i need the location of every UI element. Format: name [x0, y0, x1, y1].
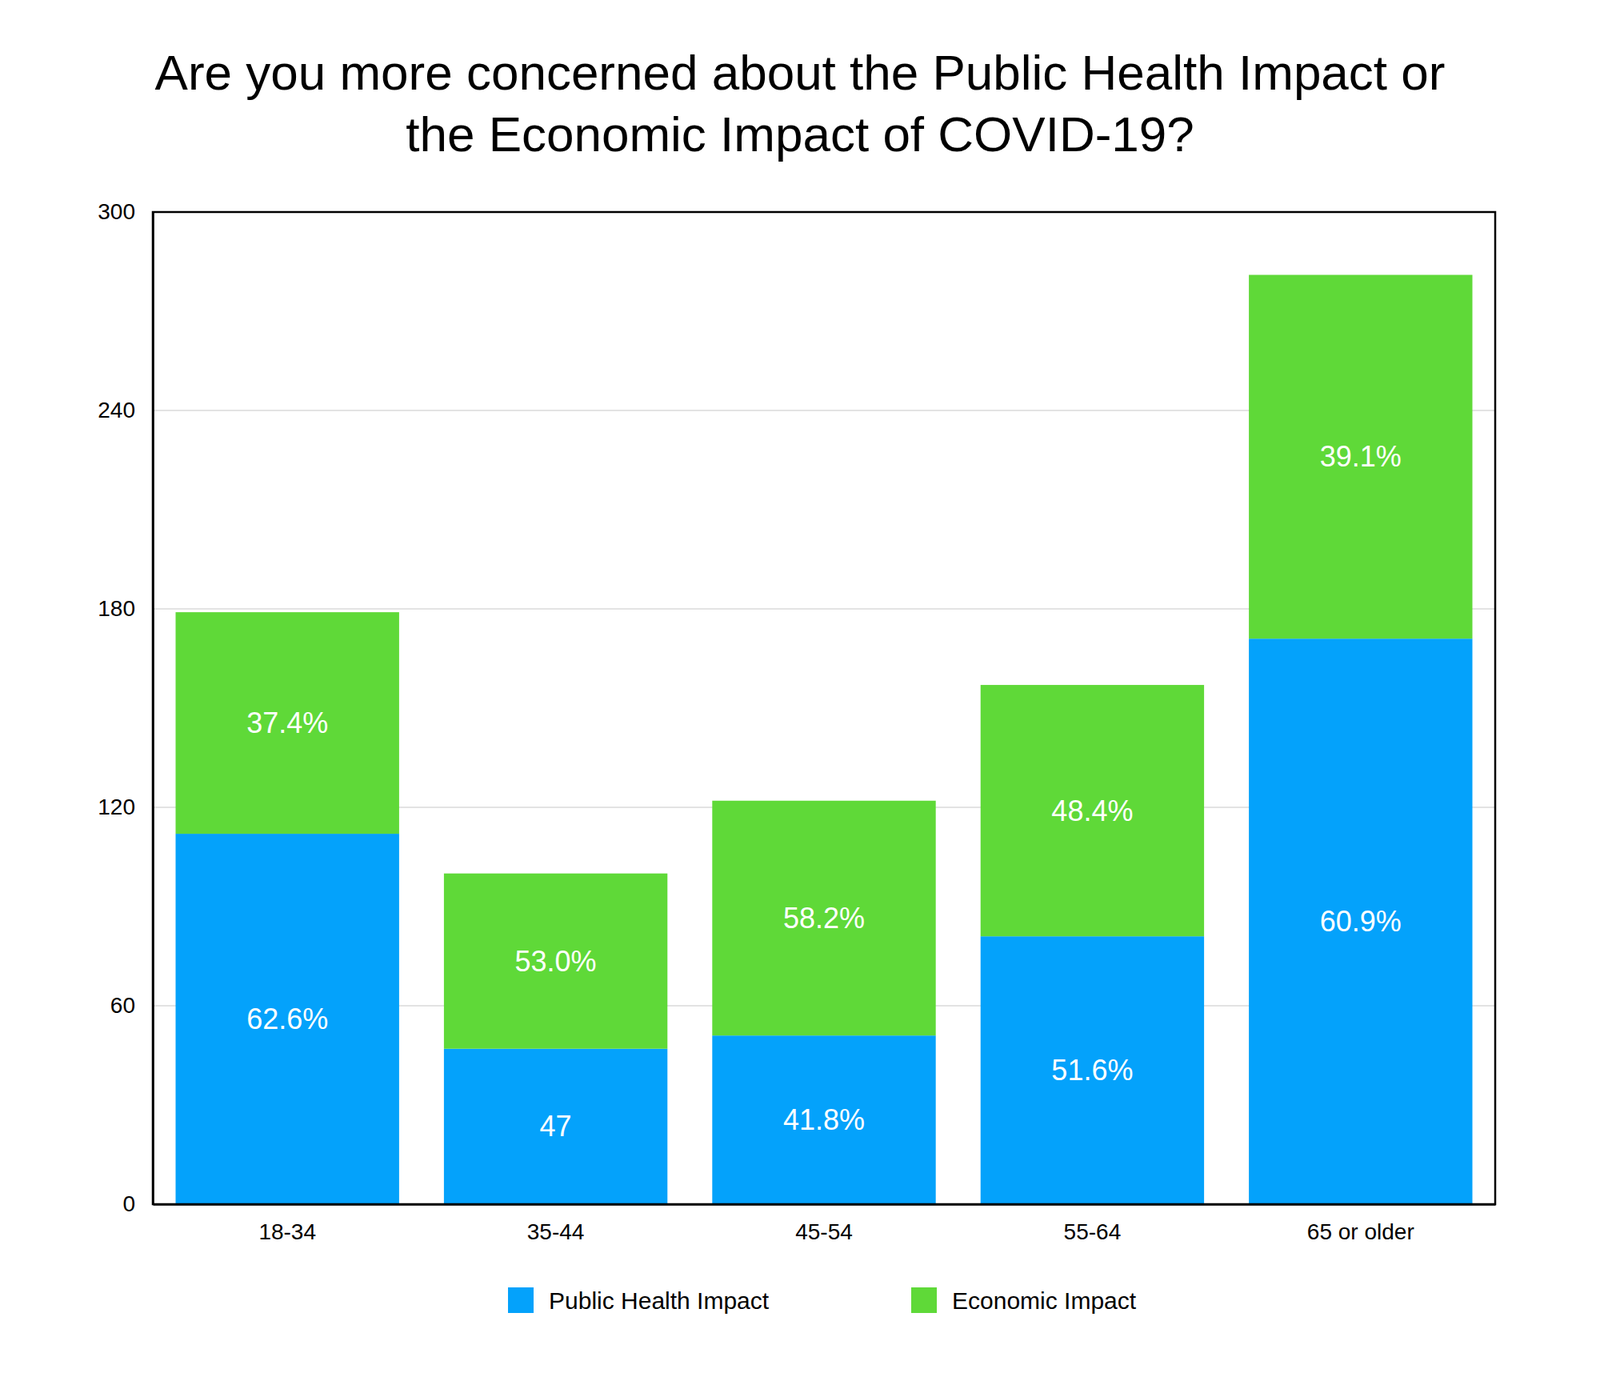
data-label: 58.2% [783, 901, 865, 935]
y-tick: 0 [122, 1191, 153, 1216]
legend-label: Economic Impact [952, 1287, 1137, 1314]
y-tick-label: 60 [110, 992, 136, 1018]
y-tick: 60 [110, 992, 153, 1018]
bars [176, 275, 1473, 1204]
x-tick-label: 45-54 [795, 1219, 853, 1244]
data-label: 51.6% [1051, 1053, 1133, 1087]
bar [176, 612, 400, 834]
bar [444, 873, 668, 1049]
x-tick: 35-44 [527, 1204, 585, 1244]
data-label: 53.0% [515, 944, 597, 978]
y-tick-label: 180 [97, 596, 136, 621]
y-tick: 240 [97, 397, 153, 423]
legend-label: Public Health Impact [548, 1287, 770, 1314]
data-label: 62.6% [246, 1002, 328, 1036]
data-label: 37.4% [246, 706, 328, 740]
data-label: 39.1% [1320, 440, 1402, 473]
bar [1248, 638, 1472, 1204]
bar [1248, 275, 1472, 640]
y-axis-line [152, 212, 155, 1205]
bar [176, 833, 400, 1204]
x-tick-label: 55-64 [1064, 1219, 1122, 1244]
y-tick-label: 0 [122, 1191, 136, 1216]
bar [712, 1035, 936, 1204]
data-label: 47 [540, 1109, 572, 1143]
legend-item: Economic Impact [911, 1287, 1137, 1314]
bar [980, 936, 1204, 1204]
x-tick: 55-64 [1064, 1204, 1122, 1244]
x-tick: 18-34 [258, 1204, 316, 1244]
data-label: 60.9% [1320, 904, 1402, 938]
title: Are you more concerned about the Public … [155, 44, 1446, 162]
series-bars [176, 275, 1473, 1049]
plot-frame [152, 212, 1496, 1204]
plot: 62.6% 47 41.8% 51.6% 60.9% 37.4% 53.0% 58.2% 48.… [97, 199, 1496, 1244]
title-line: Are you more concerned about the Public … [155, 44, 1446, 100]
x-tick-label: 65 or older [1307, 1219, 1415, 1244]
grid-line [152, 1203, 1496, 1204]
chart: Are you more concerned about the Public … [0, 0, 1600, 1377]
x-tick: 45-54 [795, 1204, 853, 1244]
x-tick-label: 35-44 [527, 1219, 585, 1244]
legend: Public Health Impact Economic Impact [508, 1287, 1137, 1314]
x-axis: 18-34 35-44 45-54 55-64 65 or older [153, 1204, 1496, 1244]
legend-swatch [508, 1287, 534, 1313]
bar [712, 800, 936, 1036]
legend-item: Public Health Impact [508, 1287, 770, 1314]
y-tick: 300 [97, 199, 153, 224]
data-label: 41.8% [783, 1103, 865, 1136]
title-line: the Economic Impact of COVID-19? [405, 106, 1195, 162]
grid [152, 212, 1496, 1204]
y-tick-label: 120 [97, 794, 136, 820]
y-tick-label: 240 [97, 397, 136, 423]
y-axis: 0 60 120 180 240 300 [97, 199, 153, 1216]
y-tick-label: 300 [97, 199, 136, 224]
y-tick: 180 [97, 596, 153, 621]
x-tick-label: 18-34 [258, 1219, 316, 1244]
x-tick: 65 or older [1307, 1204, 1415, 1244]
data-label: 48.4% [1051, 794, 1133, 828]
bar [444, 1048, 668, 1204]
data-labels: 62.6% 47 41.8% 51.6% 60.9% 37.4% 53.0% 58.2% 48.… [246, 440, 1402, 1143]
y-tick: 120 [97, 794, 153, 820]
bar [980, 684, 1204, 936]
legend-swatch [911, 1287, 937, 1313]
x-axis-line [153, 1203, 1496, 1206]
